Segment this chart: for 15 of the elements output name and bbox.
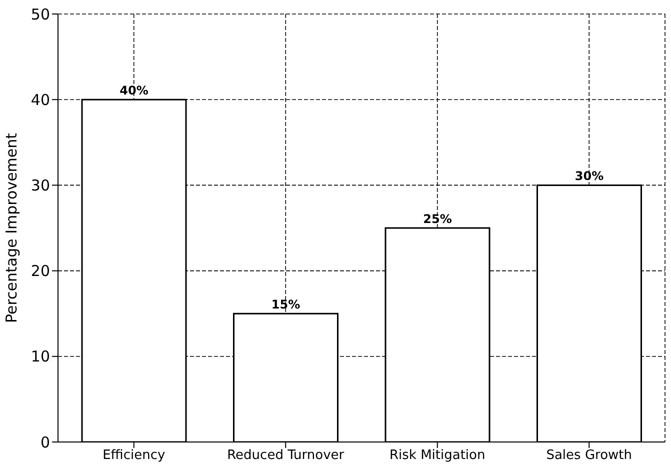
y-tick-label: 20 [30, 262, 50, 280]
y-axis-title: Percentage Improvement [2, 132, 20, 324]
data-label: 30% [574, 169, 604, 184]
y-tick-label: 40 [30, 90, 50, 109]
y-tick-label: 10 [30, 348, 50, 366]
y-tick-label: 50 [30, 5, 50, 24]
x-tick-label: Sales Growth [546, 448, 632, 464]
y-tick-label: 30 [30, 176, 50, 195]
data-label: 40% [120, 84, 148, 98]
data-label: 15% [271, 298, 300, 312]
x-tick-label: Risk Mitigation [390, 448, 486, 464]
data-label: 25% [423, 212, 452, 226]
y-tick-label: 0 [40, 433, 50, 452]
x-tick-label: Efficiency [102, 448, 166, 464]
x-tick-label: Reduced Turnover [227, 448, 345, 464]
